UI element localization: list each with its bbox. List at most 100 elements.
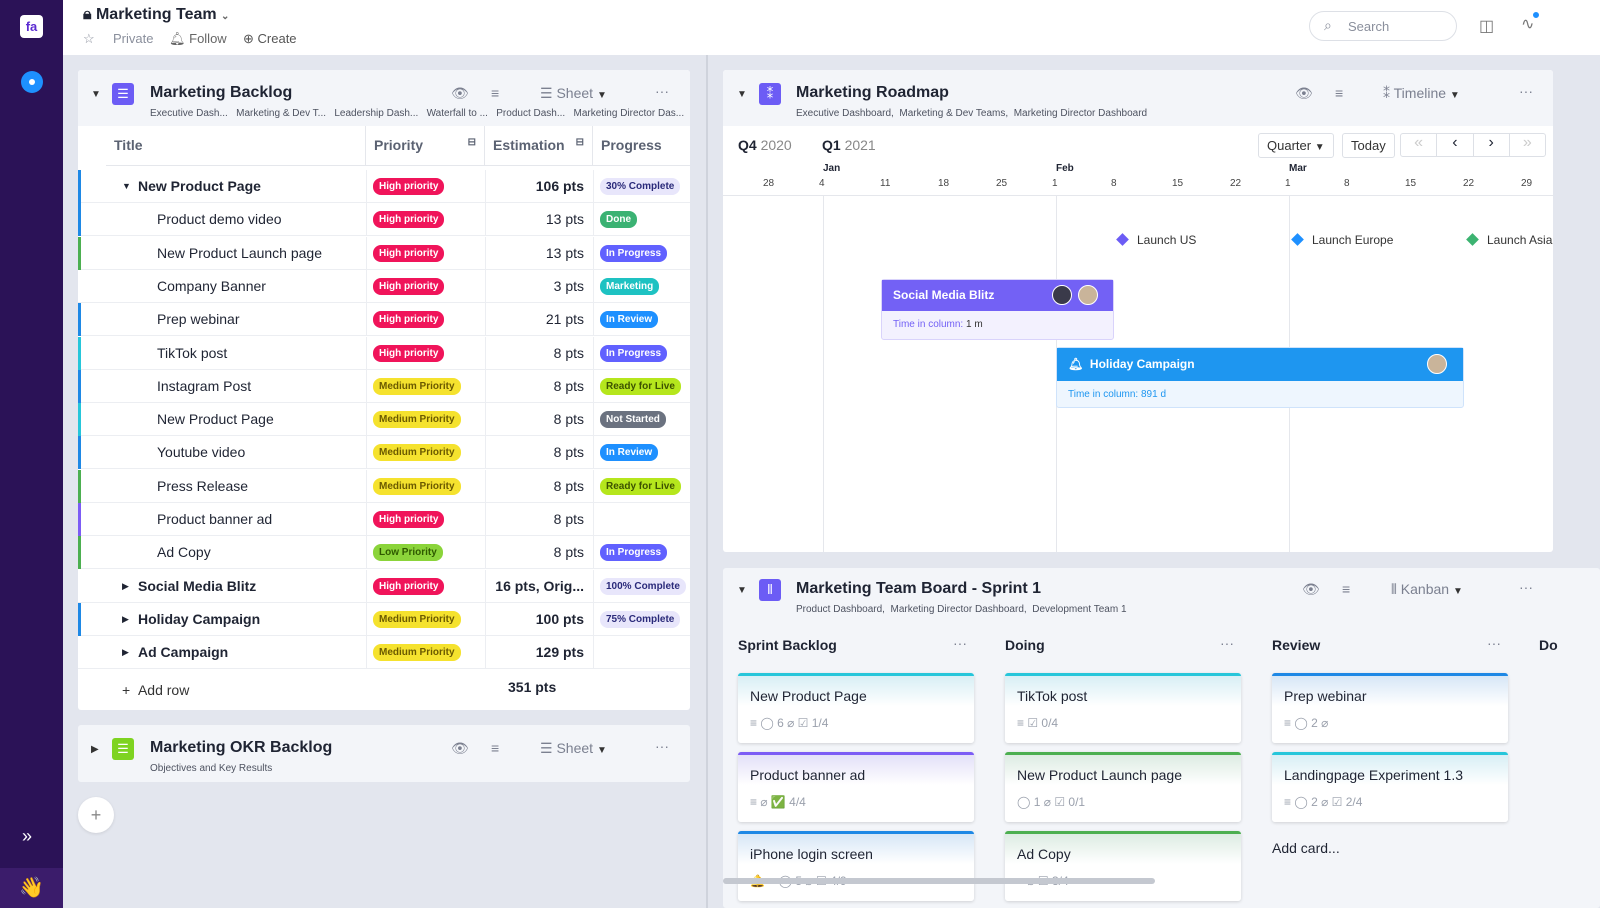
- estimation-value[interactable]: 100 pts: [535, 610, 584, 627]
- kanban-column-header[interactable]: Review: [1272, 637, 1321, 653]
- kanban-card[interactable]: New Product Launch page ◯ 1 ⌀ ☑ 0/1: [1005, 752, 1241, 822]
- create-button[interactable]: ⊕ Create: [243, 31, 297, 46]
- priority-badge[interactable]: High priority: [373, 311, 445, 329]
- estimation-value[interactable]: 106 pts: [535, 178, 584, 194]
- add-card-button[interactable]: Add card...: [1272, 840, 1340, 856]
- estimation-value[interactable]: 8 pts: [553, 377, 584, 394]
- estimation-value[interactable]: 129 pts: [535, 644, 584, 661]
- milestone-launch-us[interactable]: Launch US: [1116, 233, 1196, 247]
- priority-badge[interactable]: High priority: [373, 178, 445, 195]
- priority-badge[interactable]: High priority: [373, 344, 445, 362]
- row-title[interactable]: New Product Page: [138, 178, 261, 194]
- column-more-icon[interactable]: ···: [1220, 635, 1234, 651]
- milestone-launch-asia[interactable]: Launch Asia: [1466, 233, 1552, 247]
- eye-icon[interactable]: 👁︎: [451, 85, 469, 101]
- timeline-bar-social-media-blitz[interactable]: Social Media Blitz Time in column: 1 m: [881, 279, 1114, 340]
- kanban-column-header[interactable]: Do: [1539, 637, 1558, 653]
- more-icon[interactable]: ···: [655, 738, 669, 754]
- wave-icon[interactable]: 👋: [0, 868, 63, 908]
- progress-badge[interactable]: In Progress: [600, 344, 668, 362]
- more-icon[interactable]: ···: [1519, 579, 1533, 595]
- more-icon[interactable]: ···: [655, 83, 669, 99]
- prev-icon[interactable]: ‹: [1437, 134, 1474, 156]
- kanban-column-header[interactable]: Sprint Backlog: [738, 637, 837, 653]
- jump-forward-icon[interactable]: »: [1522, 134, 1532, 151]
- progress-badge[interactable]: Marketing: [600, 277, 660, 295]
- progress-badge[interactable]: Ready for Live: [600, 477, 681, 495]
- app-logo[interactable]: fa: [20, 15, 43, 38]
- workspace-icon[interactable]: [21, 71, 43, 93]
- row-title[interactable]: Prep webinar: [157, 311, 240, 328]
- private-label[interactable]: Private: [113, 31, 154, 46]
- table-row[interactable]: ▶ Social Media Blitz High priority 16 pts, …: [78, 569, 690, 603]
- progress-badge[interactable]: In Progress: [600, 244, 668, 262]
- priority-badge[interactable]: Medium Priority: [373, 477, 461, 495]
- column-header-priority[interactable]: Priority ⊟: [366, 126, 485, 166]
- priority-badge[interactable]: Medium Priority: [373, 377, 461, 395]
- expand-caret-icon[interactable]: ▶: [122, 580, 129, 591]
- progress-badge[interactable]: In Review: [600, 311, 659, 329]
- panel-title[interactable]: Marketing Backlog: [150, 84, 293, 101]
- next-icon[interactable]: ›: [1474, 134, 1510, 156]
- progress-badge[interactable]: Not Started: [600, 411, 666, 429]
- expand-caret-icon[interactable]: ▶: [122, 647, 129, 658]
- dashboard-links[interactable]: Product Dashboard, Marketing Director Da…: [796, 604, 1127, 615]
- estimation-value[interactable]: 3 pts: [553, 277, 584, 294]
- estimation-value[interactable]: 16 pts, Orig...: [495, 577, 584, 594]
- priority-badge[interactable]: Medium Priority: [373, 644, 461, 662]
- table-row[interactable]: Product demo video High priority 13 pts Don…: [78, 203, 690, 237]
- estimation-value[interactable]: 8 pts: [553, 344, 584, 361]
- kanban-card[interactable]: TikTok post ≡ ☑ 0/4: [1005, 673, 1241, 743]
- progress-badge[interactable]: 30% Complete: [600, 178, 681, 195]
- star-icon[interactable]: ☆: [83, 31, 95, 46]
- table-row[interactable]: ▶ Holiday Campaign Medium Priority 100 pts 7…: [78, 602, 690, 636]
- progress-badge[interactable]: Ready for Live: [600, 377, 681, 395]
- priority-badge[interactable]: Medium Priority: [373, 411, 461, 429]
- table-row[interactable]: Product banner ad High priority 8 pts: [78, 503, 690, 536]
- view-switcher[interactable]: ☰ Sheet ▼: [540, 740, 607, 756]
- row-title[interactable]: Social Media Blitz: [138, 577, 257, 594]
- scale-select[interactable]: Quarter ▼: [1258, 133, 1334, 158]
- estimation-value[interactable]: 21 pts: [545, 311, 584, 328]
- table-row[interactable]: New Product Page Medium Priority 8 pts Not …: [78, 403, 690, 437]
- collapse-caret-icon[interactable]: ▼: [122, 181, 131, 191]
- table-row[interactable]: Prep webinar High priority 21 pts In Review: [78, 303, 690, 337]
- progress-badge[interactable]: In Progress: [600, 544, 668, 562]
- priority-badge[interactable]: Medium Priority: [373, 444, 461, 462]
- table-row[interactable]: TikTok post High priority 8 pts In Progress: [78, 336, 690, 370]
- panel-title[interactable]: Marketing OKR Backlog: [150, 739, 333, 756]
- row-title[interactable]: Product demo video: [157, 211, 282, 228]
- jump-back-icon[interactable]: «: [1401, 134, 1438, 156]
- filter-icon[interactable]: ≡: [1335, 85, 1344, 101]
- table-row[interactable]: Press Release Medium Priority 8 pts Ready f…: [78, 469, 690, 503]
- activity-icon[interactable]: ∿: [1521, 10, 1541, 34]
- priority-badge[interactable]: High priority: [373, 577, 445, 595]
- avatar[interactable]: [1427, 354, 1447, 374]
- row-title[interactable]: Youtube video: [157, 444, 246, 461]
- priority-badge[interactable]: Medium Priority: [373, 610, 461, 628]
- follow-button[interactable]: 🔔︎ Follow: [169, 31, 227, 46]
- row-title[interactable]: New Product Page: [157, 411, 274, 428]
- estimation-value[interactable]: 13 pts: [545, 211, 584, 228]
- column-more-icon[interactable]: ···: [1487, 635, 1501, 651]
- table-row[interactable]: Instagram Post Medium Priority 8 pts Ready …: [78, 369, 690, 403]
- estimation-value[interactable]: 13 pts: [545, 244, 584, 261]
- progress-badge[interactable]: 75% Complete: [600, 610, 681, 628]
- milestone-launch-europe[interactable]: Launch Europe: [1291, 233, 1393, 247]
- timeline-bar-holiday-campaign[interactable]: 🔔︎ Holiday Campaign Time in column: 891 …: [1056, 347, 1464, 408]
- estimation-value[interactable]: 8 pts: [553, 411, 584, 428]
- collapse-caret-icon[interactable]: ▼: [737, 585, 747, 596]
- estimation-value[interactable]: 8 pts: [553, 444, 584, 461]
- eye-icon[interactable]: 👁︎: [1302, 581, 1320, 597]
- kanban-card[interactable]: Prep webinar ≡ ◯ 2 ⌀: [1272, 673, 1508, 743]
- avatar[interactable]: [1052, 285, 1072, 305]
- view-switcher[interactable]: ☰ Sheet ▼: [540, 85, 607, 101]
- priority-badge[interactable]: High priority: [373, 511, 445, 528]
- column-header-estimation[interactable]: Estimation ⊟: [485, 126, 593, 166]
- horizontal-scrollbar[interactable]: [723, 878, 1155, 884]
- filter-icon[interactable]: ≡: [491, 740, 500, 756]
- row-title[interactable]: Product banner ad: [157, 511, 273, 527]
- expand-sidebar-icon[interactable]: »: [22, 826, 33, 846]
- table-row[interactable]: Company Banner High priority 3 pts Marketin…: [78, 269, 690, 303]
- kanban-card[interactable]: New Product Page ≡ ◯ 6 ⌀ ☑ 1/4: [738, 673, 974, 743]
